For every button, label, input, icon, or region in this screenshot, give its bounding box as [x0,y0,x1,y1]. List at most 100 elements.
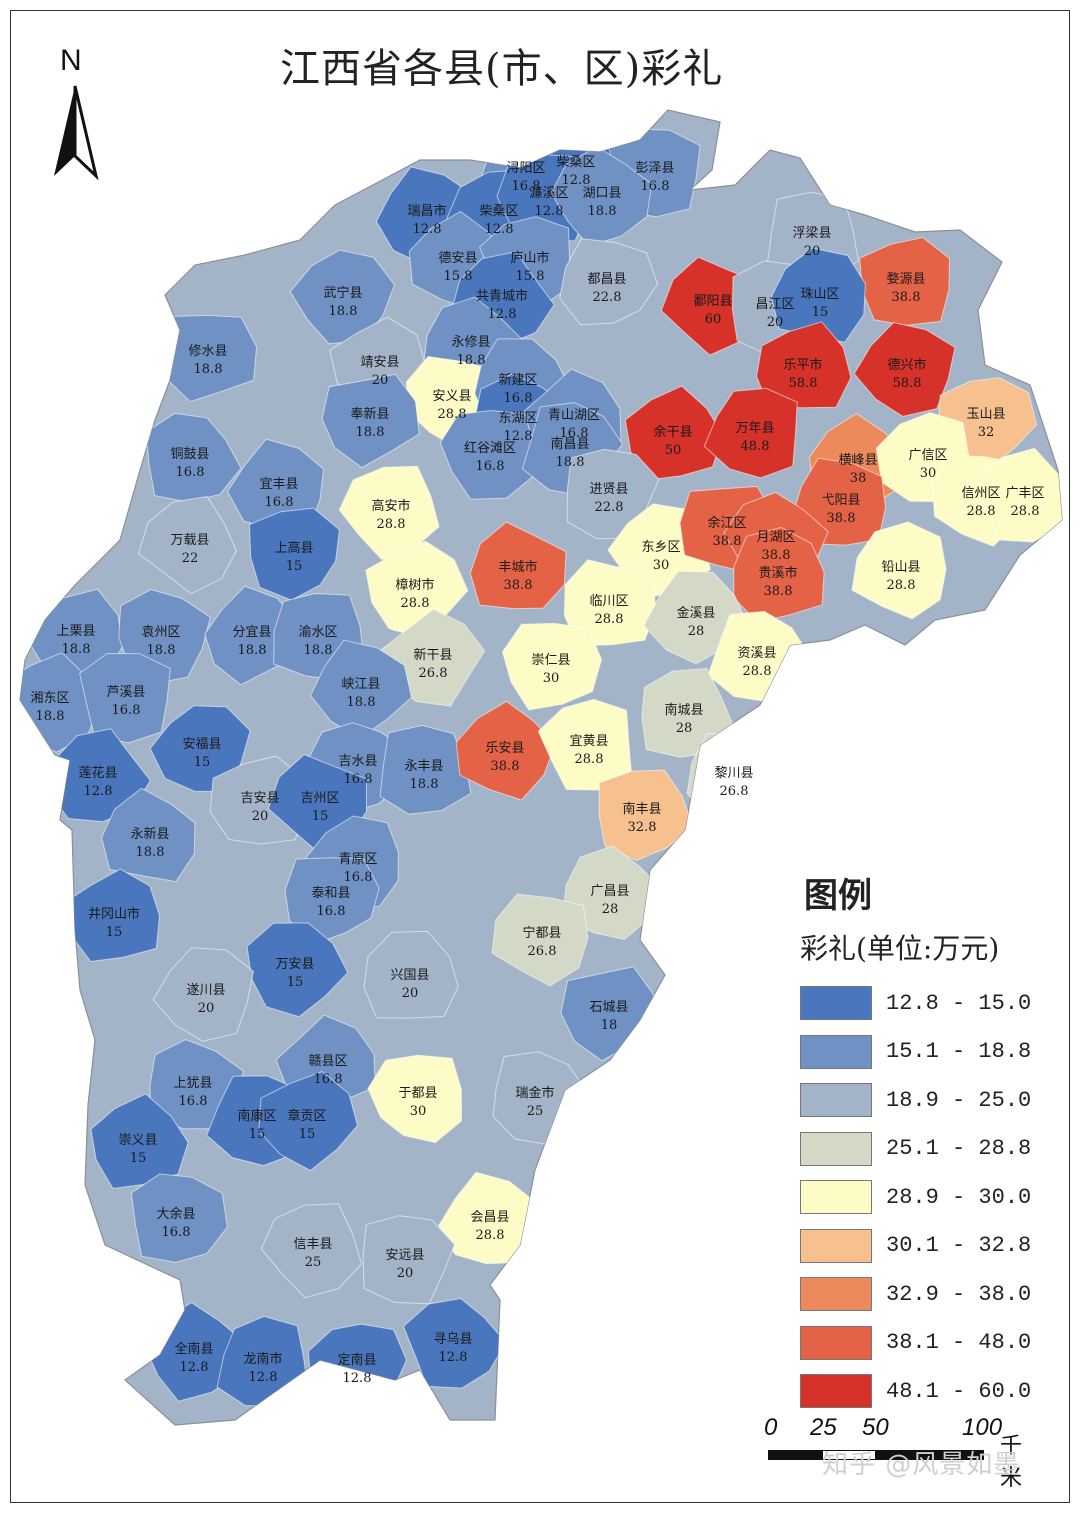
county-name-label: 新建区 [498,372,537,388]
county-value-label: 15 [286,559,303,574]
county-name-label: 瑞昌市 [407,203,446,219]
county-region [246,922,349,1018]
county-name-label: 宜黄县 [569,734,608,749]
county-name-label: 安义县 [432,389,471,404]
county-region [258,1071,359,1172]
county-value-label: 58.8 [893,376,922,391]
county-value-label: 16.8 [176,465,205,480]
county-name-label: 瑞金市 [515,1085,554,1101]
county-name-label: 丰城市 [498,559,537,575]
legend-label: 15.1 - 18.8 [886,1039,1032,1065]
legend-swatch [800,1083,872,1118]
county-value-label: 28 [602,902,619,917]
county-region [859,236,951,326]
county-name-label: 高安市 [371,498,410,514]
county-value-label: 16.8 [162,1225,191,1240]
legend: 图例 彩礼(单位:万元) 12.8 - 15.0 15.1 - 18.8 18.9 … [800,868,1060,1416]
county-region [363,930,459,1019]
county-name-label: 奉新县 [350,406,389,422]
county-value-label: 30 [543,671,560,686]
county-region [703,387,798,479]
county-name-label: 井冈山市 [88,906,140,922]
county-value-label: 12.8 [180,1360,209,1375]
county-name-label: 弋阳县 [821,493,860,508]
county-value-label: 30 [410,1104,427,1119]
county-name-label: 万安县 [275,957,314,972]
county-name-label: 都昌县 [587,272,626,287]
county-value-label: 28.8 [377,517,406,532]
county-name-label: 樟树市 [395,577,434,593]
county-value-label: 12.8 [535,204,564,219]
county-name-label: 渝水区 [298,624,337,640]
county-name-label: 黎川县 [714,766,753,781]
county-value-label: 22 [182,551,199,566]
scale-tick: 0 [764,1414,778,1441]
county-value-label: 30 [920,466,937,481]
county-name-label: 寻乌县 [433,1331,472,1347]
legend-swatch [800,1131,872,1166]
legend-label: 25.1 - 28.8 [886,1136,1032,1162]
county-region [130,1173,228,1263]
legend-item: 18.9 - 25.0 [800,1076,1060,1125]
county-name-label: 进贤县 [589,482,628,497]
county-name-label: 安远县 [385,1248,424,1263]
county-value-label: 15 [106,925,123,940]
scale-tick: 100 [962,1414,1003,1441]
county-value-label: 15 [249,1127,266,1142]
county-name-label: 柴桑区 [479,204,518,219]
county-name-label: 彭泽县 [635,161,674,176]
county-name-label: 东湖区 [498,411,537,426]
county-name-label: 鄱阳县 [693,294,732,309]
county-value-label: 18.8 [410,777,439,792]
county-value-label: 18.8 [136,845,165,860]
county-name-label: 广昌县 [590,884,629,899]
legend-label: 38.1 - 48.0 [886,1330,1032,1356]
county-name-label: 崇义县 [118,1133,157,1148]
county-value-label: 12.8 [84,784,113,799]
legend-swatch [800,1325,872,1360]
county-value-label: 16.8 [476,459,505,474]
county-name-label: 广丰区 [1005,486,1044,501]
county-name-label: 万年县 [735,421,774,436]
county-value-label: 38.8 [827,511,856,526]
legend-swatch [800,1180,872,1215]
county-value-label: 15.8 [444,269,473,284]
map-frame [10,10,1070,1503]
county-value-label: 38.8 [764,584,793,599]
watermark: 知乎 @风景如墨 [822,1450,1021,1480]
county-name-label: 月湖区 [756,530,795,545]
county-name-label: 濂溪区 [529,186,568,201]
county-name-label: 峡江县 [341,677,380,692]
legend-rows: 12.8 - 15.0 15.1 - 18.8 18.9 - 25.0 25.1 - … [800,979,1060,1416]
county-name-label: 安福县 [182,737,221,752]
county-name-label: 庐山市 [510,250,549,266]
map-title: 江西省各县(市、区)彩礼 [280,46,724,92]
county-region [260,1203,363,1299]
county-name-label: 永丰县 [404,759,443,774]
legend-item: 48.1 - 60.0 [800,1367,1060,1416]
county-value-label: 18.8 [194,362,223,377]
legend-label: 18.9 - 25.0 [886,1087,1032,1113]
county-name-label: 永修县 [451,335,490,350]
county-region [307,1323,408,1414]
county-value-label: 28 [688,624,705,639]
county-value-label: 26.8 [720,784,749,799]
scale-tick: 25 [810,1414,837,1441]
county-name-label: 昌江区 [755,297,794,312]
county-value-label: 20 [198,1001,215,1016]
county-name-label: 宜丰县 [259,477,298,492]
scale-bar-segment [768,1450,822,1460]
legend-item: 28.9 - 30.0 [800,1173,1060,1222]
county-name-label: 贵溪市 [758,565,797,581]
county-name-label: 崇仁县 [531,653,570,668]
county-region [379,724,472,815]
county-region [491,893,589,987]
legend-label: 48.1 - 60.0 [886,1378,1032,1404]
county-name-label: 南昌县 [550,436,589,452]
county-value-label: 12.8 [439,1350,468,1365]
county-name-label: 信州区 [961,486,1000,501]
county-value-label: 18.8 [556,455,585,470]
county-name-label: 宁都县 [522,925,561,941]
legend-swatch [800,1228,872,1263]
county-region [439,409,535,500]
